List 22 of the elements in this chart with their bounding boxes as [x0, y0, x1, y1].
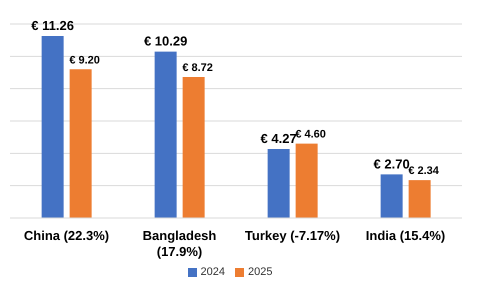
- legend-label: 2024: [200, 266, 225, 278]
- bar: [154, 52, 177, 218]
- data-label: € 11.26: [31, 18, 74, 33]
- bar: [182, 77, 205, 218]
- bar: [380, 174, 403, 218]
- bar: [268, 148, 290, 218]
- data-label: € 8.72: [182, 62, 213, 74]
- bar: [296, 144, 318, 218]
- x-tick-label: Turkey (-7.17%): [244, 228, 340, 243]
- data-label: € 2.70: [374, 156, 410, 172]
- data-label: € 4.60: [295, 128, 326, 141]
- bar: [408, 180, 431, 218]
- x-tick-label: Bangladesh (17.9%): [142, 228, 216, 259]
- bar: [70, 69, 92, 218]
- x-tick-label: China (22.3%): [24, 228, 110, 243]
- legend-label: 2025: [248, 266, 272, 278]
- data-label: € 9.20: [69, 54, 100, 66]
- data-label: € 2.34: [408, 165, 440, 178]
- x-tick-label: India (15.4%): [366, 228, 446, 243]
- data-label: € 10.29: [144, 34, 188, 49]
- bar: [42, 36, 64, 218]
- data-label: € 4.27: [260, 130, 297, 146]
